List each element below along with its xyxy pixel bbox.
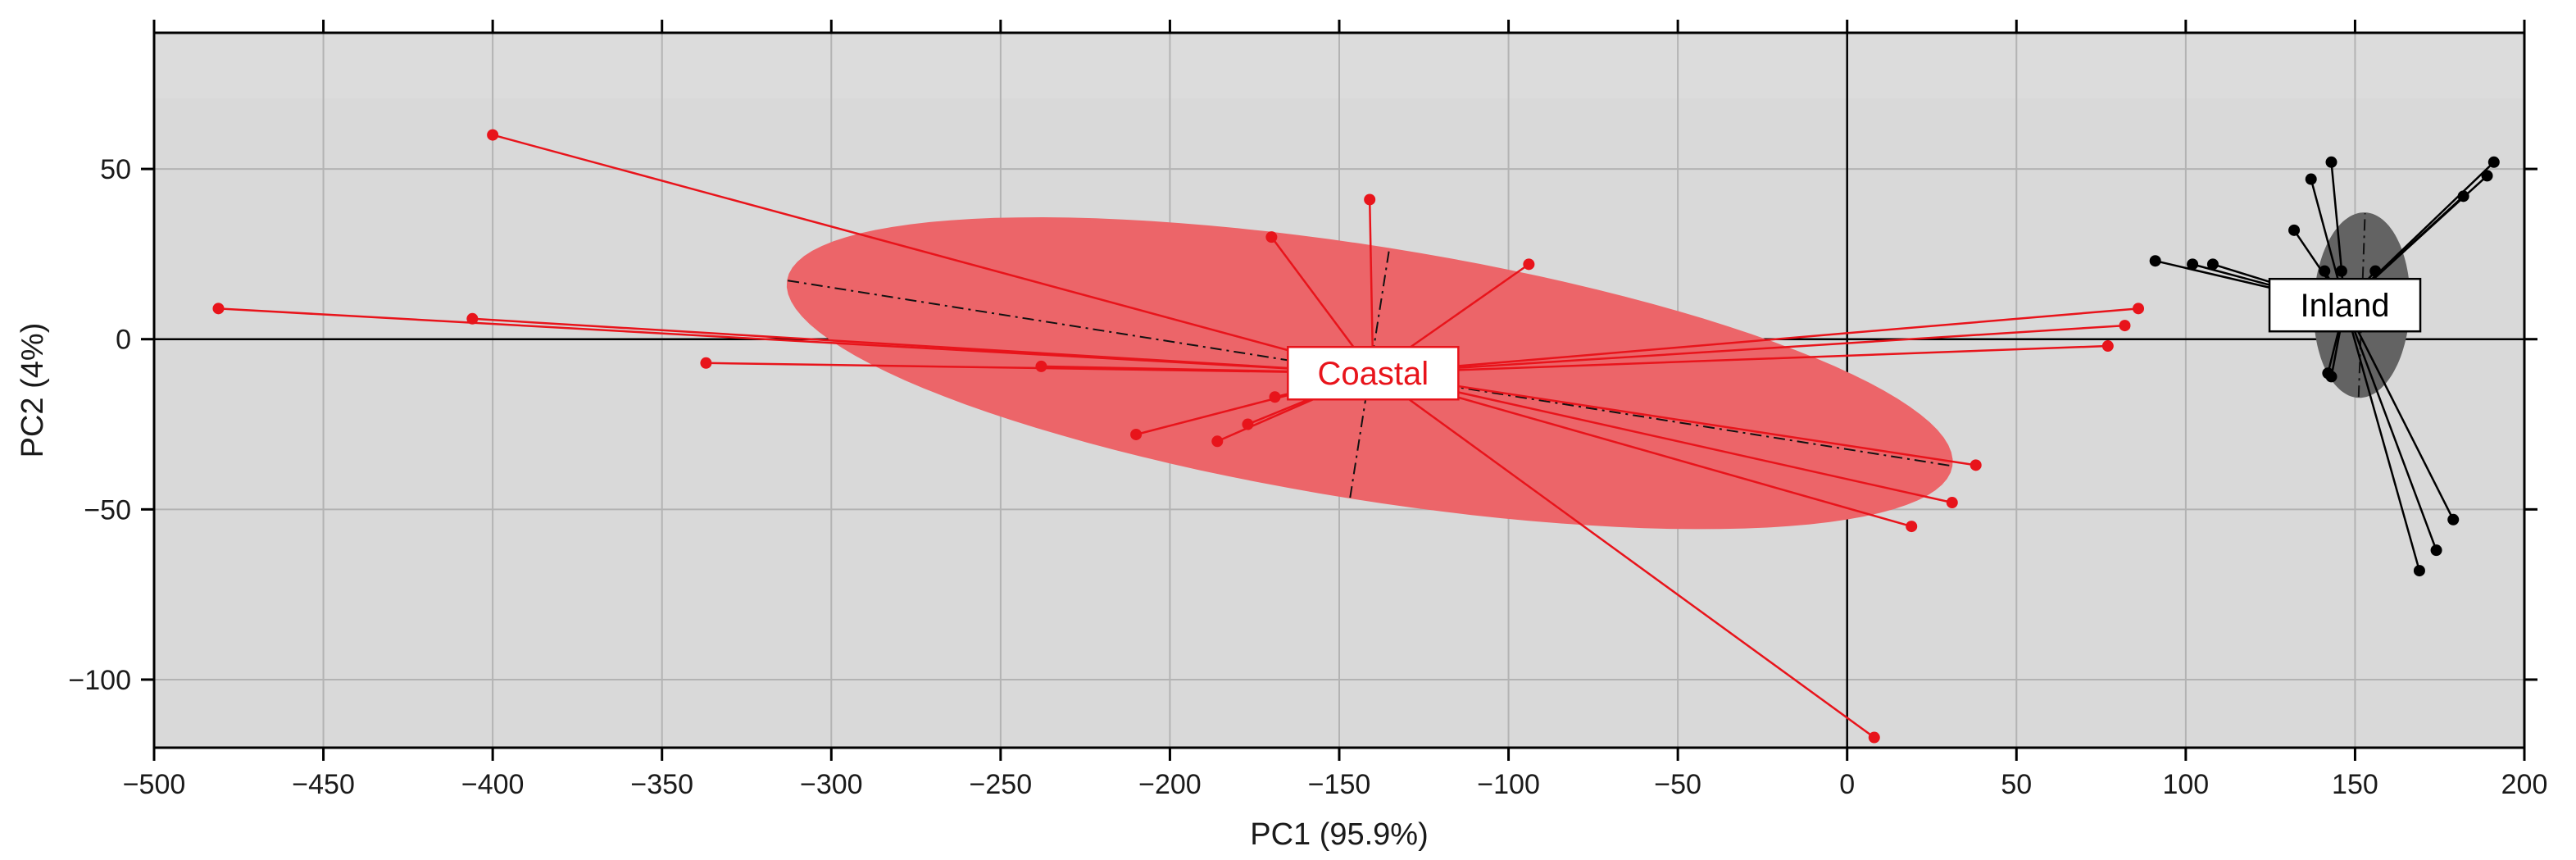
x-tick-label: −100: [1477, 769, 1540, 800]
x-tick-label: 200: [2501, 769, 2548, 800]
point-inland: [2325, 156, 2337, 168]
spoke-coastal: [1372, 372, 1912, 528]
x-tick-label: 50: [2001, 769, 2032, 800]
x-tick-label: −500: [123, 769, 186, 800]
group-label-inland: Inland: [2301, 288, 2390, 324]
point-inland: [2457, 190, 2469, 202]
x-tick-label: −200: [1138, 769, 1202, 800]
x-tick-label: −400: [461, 769, 525, 800]
point-inland: [2481, 170, 2493, 182]
spoke-inland: [2343, 304, 2421, 571]
spoke-coastal: [1373, 372, 1976, 466]
group-labels: Coastal Inland: [1287, 277, 2422, 401]
spoke-inland: [2343, 304, 2437, 551]
group-label-box-coastal: [1287, 345, 1460, 401]
x-tick-label: 100: [2162, 769, 2209, 800]
x-tick-label: −250: [970, 769, 1033, 800]
point-coastal: [1364, 193, 1376, 206]
point-inland: [2335, 265, 2347, 277]
point-inland: [2487, 156, 2500, 168]
point-coastal: [1035, 360, 1047, 372]
point-coastal: [212, 303, 225, 315]
spoke-coastal: [1373, 324, 2125, 375]
y-tick-label: −100: [68, 665, 131, 696]
group-label-box-inland: [2268, 277, 2422, 333]
point-coastal: [1906, 521, 1918, 533]
x-axis-title: PC1 (95.9%): [1250, 817, 1429, 852]
point-coastal: [700, 357, 712, 369]
y-tick-label: −50: [84, 494, 131, 526]
point-coastal: [487, 129, 499, 141]
ellipse-major-axis-inland: [2357, 213, 2366, 398]
point-coastal: [466, 312, 479, 325]
point-coastal: [1868, 731, 1880, 744]
x-tick-label: −450: [292, 769, 355, 800]
point-coastal: [2101, 340, 2114, 353]
x-tick-label: −300: [800, 769, 863, 800]
y-axis-title: PC2 (4%): [16, 323, 50, 458]
point-coastal: [1265, 231, 1278, 243]
x-tick-label: 150: [2332, 769, 2378, 800]
point-coastal: [2133, 303, 2145, 315]
point-inland: [2447, 513, 2460, 526]
point-coastal: [1242, 418, 1254, 430]
point-coastal: [2119, 320, 2131, 332]
point-inland: [2187, 258, 2199, 271]
point-inland: [2206, 258, 2219, 271]
point-coastal: [1523, 258, 1535, 271]
spoke-coastal: [1373, 307, 2139, 375]
point-inland: [2413, 565, 2425, 577]
y-tick-label: 0: [116, 325, 131, 356]
x-tick-label: −350: [630, 769, 693, 800]
point-inland: [2430, 544, 2442, 557]
point-inland: [2149, 255, 2161, 267]
point-inland: [2288, 224, 2301, 236]
point-coastal: [1211, 435, 1224, 448]
spoke-coastal: [492, 134, 1374, 375]
spoke-coastal: [1368, 199, 1374, 374]
data-points: [212, 129, 2500, 744]
spoke-coastal: [1373, 344, 2108, 375]
point-inland: [2319, 265, 2331, 277]
x-tick-label: −50: [1654, 769, 1701, 800]
spoke-coastal: [1373, 372, 1953, 504]
y-tick-label: 50: [100, 154, 131, 185]
point-coastal: [1130, 428, 1143, 440]
point-coastal: [1946, 497, 1958, 509]
spoke-coastal: [472, 317, 1374, 375]
x-tick-label: 0: [1839, 769, 1855, 800]
axis-ticks: [141, 20, 2537, 761]
spoke-inland: [2343, 304, 2455, 521]
spoke-coastal: [1372, 372, 1875, 739]
group-label-coastal: Coastal: [1318, 356, 1429, 392]
point-inland: [2325, 371, 2337, 383]
point-inland: [2369, 265, 2382, 277]
axis-tick-labels: −500 −450 −400 −350 −300 −250 −200 −150 −100 −50 0…: [68, 154, 2547, 800]
x-tick-label: −150: [1308, 769, 1371, 800]
point-coastal: [1969, 459, 1982, 471]
point-coastal: [1269, 391, 1281, 403]
point-inland: [2305, 173, 2317, 185]
